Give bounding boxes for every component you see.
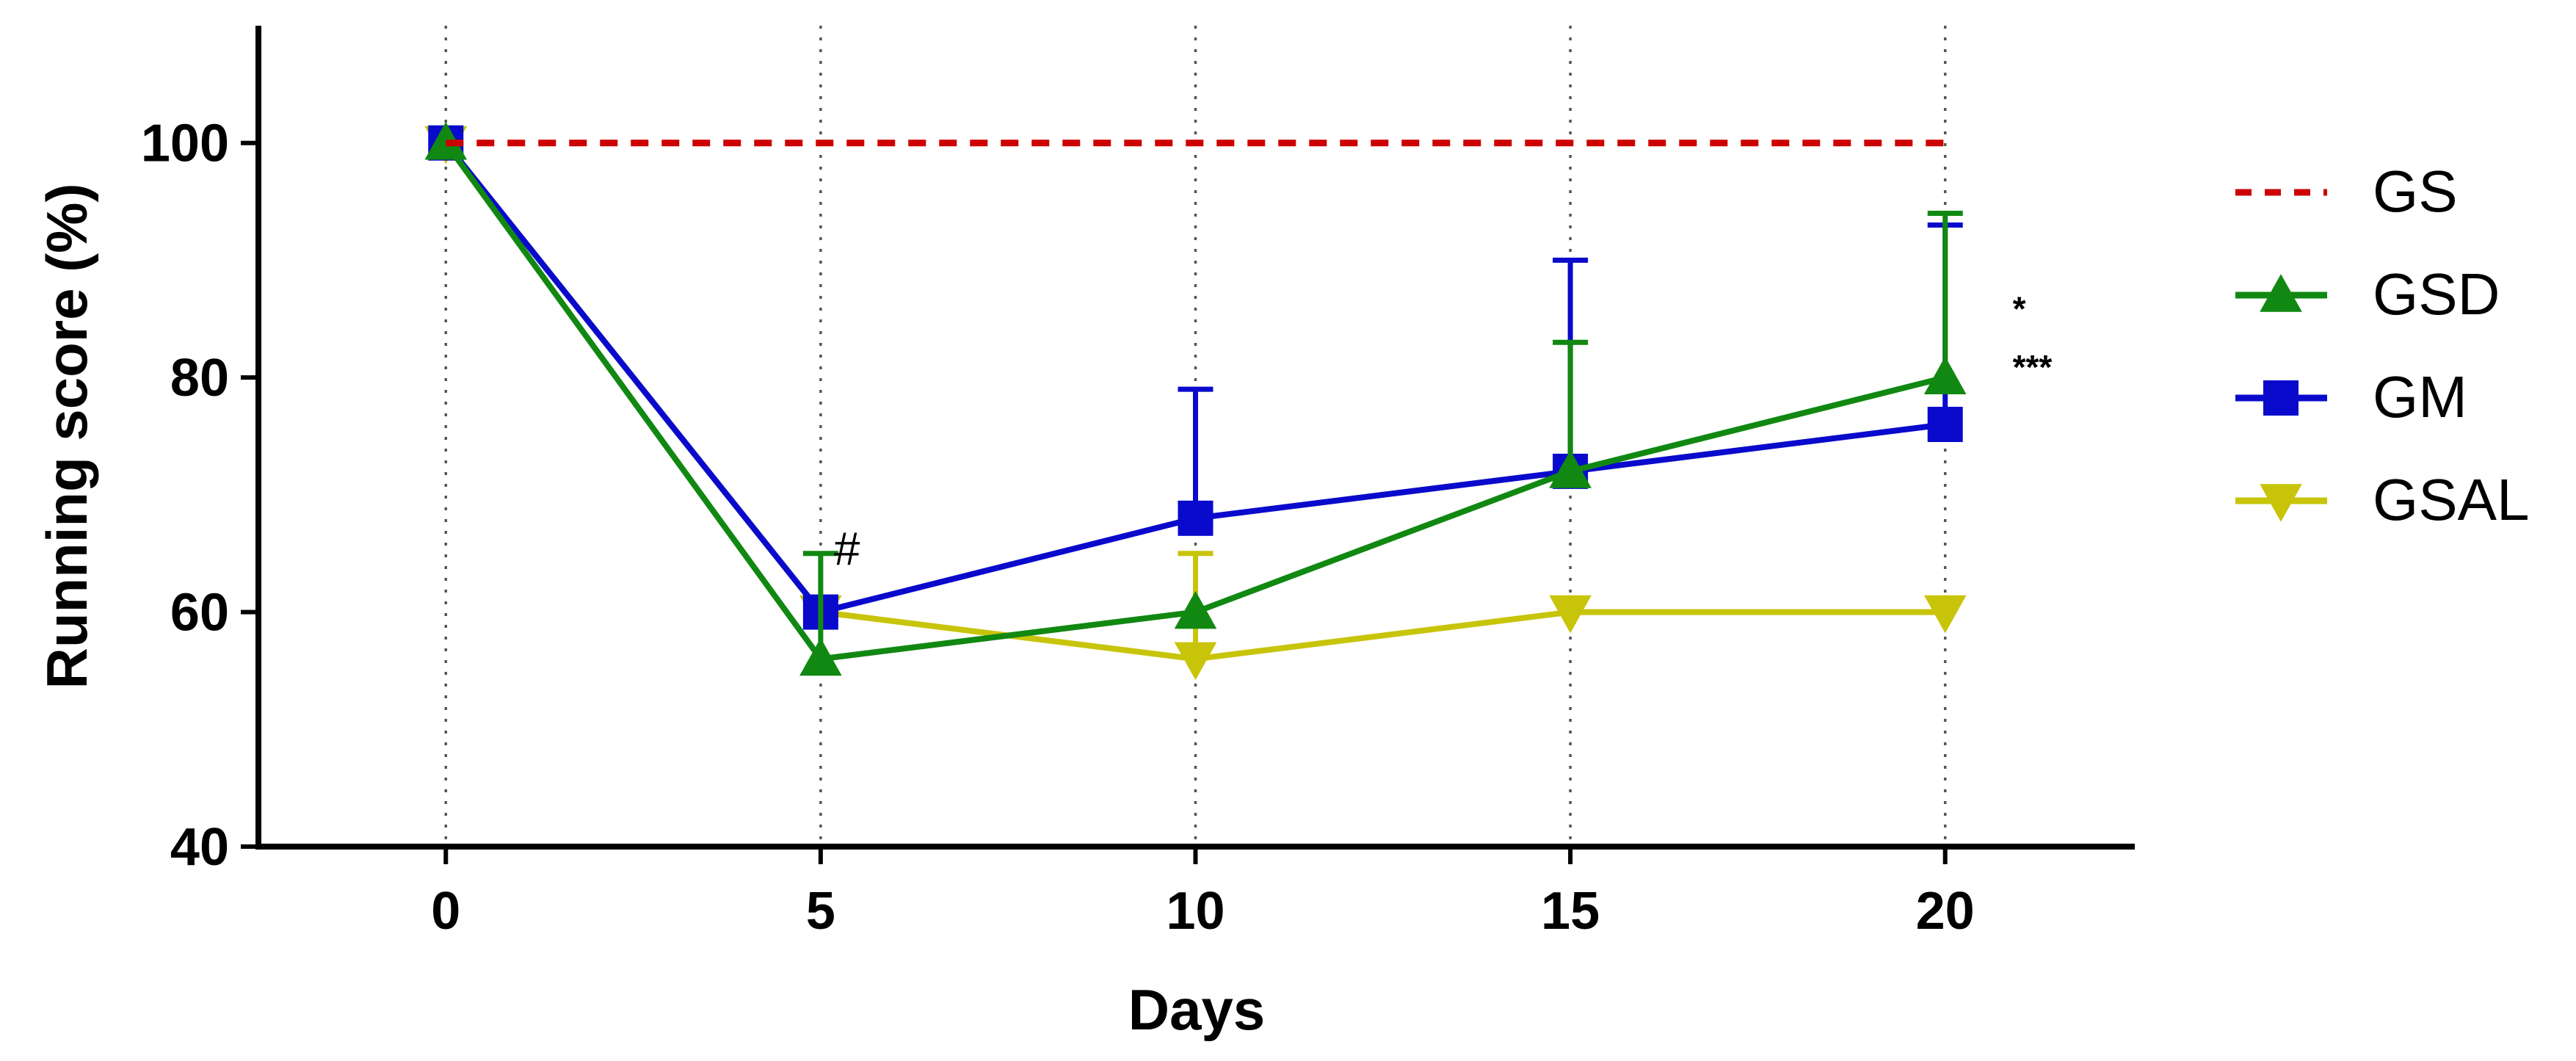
grid-layer [444, 26, 1947, 847]
legend-item-gm: GM [2235, 364, 2467, 430]
legend-label-gsal: GSAL [2373, 467, 2529, 532]
x-axis-label: Days [1128, 977, 1265, 1042]
gsal-point [1174, 642, 1217, 681]
x-tick-label: 5 [806, 882, 835, 941]
gsal-point [1923, 595, 1967, 634]
x-tick-label: 10 [1166, 882, 1224, 941]
ticks-layer: 0 5 10 15 20 40 60 80 100 [141, 115, 1975, 941]
significance-annotation: *** [2013, 348, 2053, 386]
significance-annotation: # [834, 523, 860, 576]
y-tick-label: 100 [141, 115, 229, 173]
y-tick-label: 80 [170, 349, 229, 408]
legend-item-gs: GS [2235, 159, 2458, 224]
gm-point [1178, 500, 1213, 536]
legend-item-gsal: GSAL [2235, 467, 2529, 532]
gsd-point [1549, 450, 1592, 488]
gsd-point [1923, 356, 1967, 394]
gm-point [1927, 407, 1963, 443]
gm-line [443, 141, 1946, 615]
legend-label-gm: GM [2373, 364, 2467, 430]
legend-marker-gm [2263, 380, 2299, 416]
legend-marker-gsal [2260, 484, 2302, 522]
x-tick-label: 15 [1541, 882, 1600, 941]
series-gsd [424, 121, 1967, 676]
gsd-point [799, 637, 842, 676]
series-layer [424, 121, 1967, 681]
gsal-point [1549, 595, 1592, 634]
significance-annotation: * [2013, 289, 2026, 327]
x-tick-label: 20 [1916, 882, 1975, 941]
legend-label-gs: GS [2373, 159, 2458, 224]
x-tick-label: 0 [431, 882, 460, 941]
annotation-layer: #**** [834, 289, 2053, 575]
legend-item-gsd: GSD [2235, 261, 2500, 327]
gsd-point [1174, 590, 1217, 629]
legend-label-gsd: GSD [2373, 261, 2500, 327]
y-tick-label: 60 [170, 584, 229, 642]
y-axis-label: Running score (%) [35, 183, 99, 689]
legend: GS GSD GM GSAL [2235, 159, 2529, 532]
legend-marker-gsd [2260, 274, 2302, 312]
y-tick-label: 40 [170, 818, 229, 877]
